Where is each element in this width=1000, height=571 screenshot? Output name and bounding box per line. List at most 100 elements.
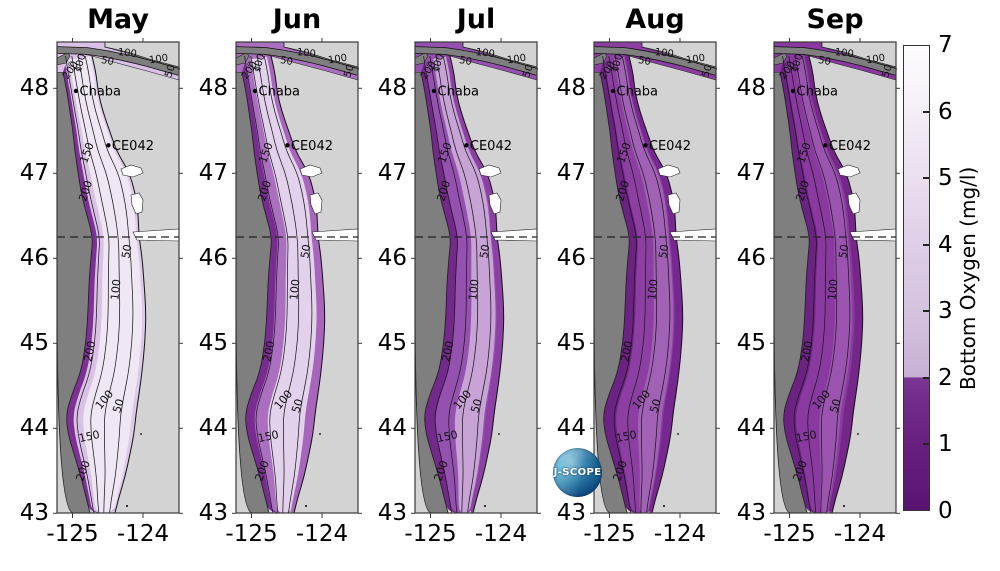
strait-isobath-label: 100: [790, 53, 806, 74]
strait-isobath-label: 100: [506, 53, 526, 67]
station-label-ce042: CE042: [470, 139, 512, 154]
colorbar-tick-label: 2: [938, 364, 953, 391]
islet-dot: [305, 505, 307, 507]
strait-isobath-label: 100: [685, 53, 705, 67]
panel-title-jun: Jun: [272, 4, 322, 35]
isobath-label: 150: [795, 428, 818, 445]
isobath-contour: [442, 55, 492, 514]
lon-tick-label-jul: -124: [474, 521, 528, 547]
station-marker-ce042: [106, 143, 111, 148]
strait-isobath-label: 50: [817, 55, 831, 68]
lat-tick-label-may: 44: [19, 415, 49, 442]
coastline: [91, 55, 147, 514]
deep-ocean-region: [593, 71, 630, 514]
contour-squiggle: [792, 66, 798, 72]
lat-tick-label-sep: 47: [736, 160, 766, 187]
strait-isobath-label: 50: [342, 63, 356, 79]
isobath-label: 200: [81, 340, 98, 363]
deep-ocean-region: [773, 71, 810, 514]
strait-isobath-label: 100: [148, 53, 168, 67]
isobath-label: 200: [76, 179, 95, 203]
colorbar-tick-label: 5: [938, 165, 953, 192]
panel-frame: [773, 41, 897, 514]
lat-tick-label-jul: 43: [377, 500, 407, 527]
isobath-contour: [614, 55, 658, 514]
north-shelf-patch: [797, 58, 805, 73]
strait-isobath-label: 50: [637, 55, 651, 68]
panel-title-aug: Aug: [625, 4, 685, 35]
colorbar-tick-label: 1: [938, 431, 953, 458]
isobath-label: 150: [615, 428, 638, 445]
isobath-contour: [71, 55, 110, 514]
strait-isobath-label: 100: [865, 53, 885, 67]
strait-isobath-label: 100: [117, 47, 137, 60]
station-label-chaba: Chaba: [617, 84, 659, 99]
deep-ocean-region: [414, 71, 451, 514]
oxygen-band-3: [624, 56, 683, 513]
station-marker-chaba: [610, 88, 616, 94]
oxygen-band-3: [804, 56, 863, 513]
deep-ocean-region: [235, 71, 272, 514]
panel-frame: [593, 41, 717, 514]
lat-tick-label-jul: 48: [377, 75, 407, 102]
strait-deep-channel: [593, 47, 717, 75]
isobath-label: 50: [289, 397, 306, 414]
station-marker-chaba: [252, 88, 258, 94]
grays-harbor: [478, 164, 502, 178]
islet-dot: [484, 505, 486, 507]
panel-frame: [414, 41, 538, 514]
isobath-label: 100: [825, 279, 840, 301]
colorbar-tick-label: 4: [938, 231, 953, 258]
station-label-ce042: CE042: [829, 139, 871, 154]
north-shelf-patch: [438, 58, 446, 73]
lat-tick-label-may: 47: [19, 160, 49, 187]
lat-tick-label-aug: 43: [556, 500, 586, 527]
colorbar-gradient: [903, 45, 930, 511]
strait-deep-channel: [414, 47, 538, 75]
lon-tick-label-aug: -124: [653, 521, 707, 547]
colorbar-tick-mark: [923, 243, 929, 246]
station-marker-ce042: [643, 143, 648, 148]
lat-tick-label-aug: 46: [556, 245, 586, 272]
panel-title-may: May: [87, 4, 149, 35]
strait-isobath-label: 100: [73, 53, 89, 74]
isobath-label: 50: [298, 243, 313, 259]
lon-tick-label-sep: -124: [833, 521, 887, 547]
colorbar-tick-mark: [923, 110, 929, 113]
station-label-chaba: Chaba: [259, 84, 301, 99]
lat-tick-label-may: 48: [19, 75, 49, 102]
isobath-contour: [621, 55, 671, 514]
strait-deep-channel: [56, 47, 180, 75]
lat-tick-label-jul: 45: [377, 330, 407, 357]
station-label-ce042: CE042: [112, 139, 154, 154]
isobath-label: 100: [108, 279, 123, 301]
strait-isobath-label: 100: [252, 53, 268, 74]
lon-tick-label-may: -124: [116, 521, 170, 547]
isobath-label: 200: [439, 340, 456, 363]
north-shelf-patch: [80, 58, 88, 73]
isobath-contour: [608, 55, 647, 514]
station-marker-chaba: [790, 88, 796, 94]
isobath-label: 200: [618, 340, 635, 363]
lat-tick-label-aug: 45: [556, 330, 586, 357]
lat-tick-label-jun: 48: [198, 75, 228, 102]
isobath-label: 50: [468, 397, 485, 414]
colorbar-tick-label: 3: [938, 298, 953, 325]
willapa-bay: [667, 192, 681, 215]
isobath-contour: [602, 55, 637, 514]
strait-isobath-label: 50: [700, 63, 714, 79]
islet-dot: [140, 433, 142, 435]
lat-tick-label-sep: 48: [736, 75, 766, 102]
lon-tick-label-may: -125: [46, 521, 99, 547]
isobath-label: 200: [255, 179, 274, 203]
isobath-label: 50: [647, 397, 664, 414]
strait-isobath-label: 100: [327, 53, 347, 67]
lat-tick-label-jul: 47: [377, 160, 407, 187]
lon-tick-label-sep: -125: [763, 521, 816, 547]
isobath-label: 50: [827, 397, 844, 414]
lat-tick-label-sep: 44: [736, 415, 766, 442]
